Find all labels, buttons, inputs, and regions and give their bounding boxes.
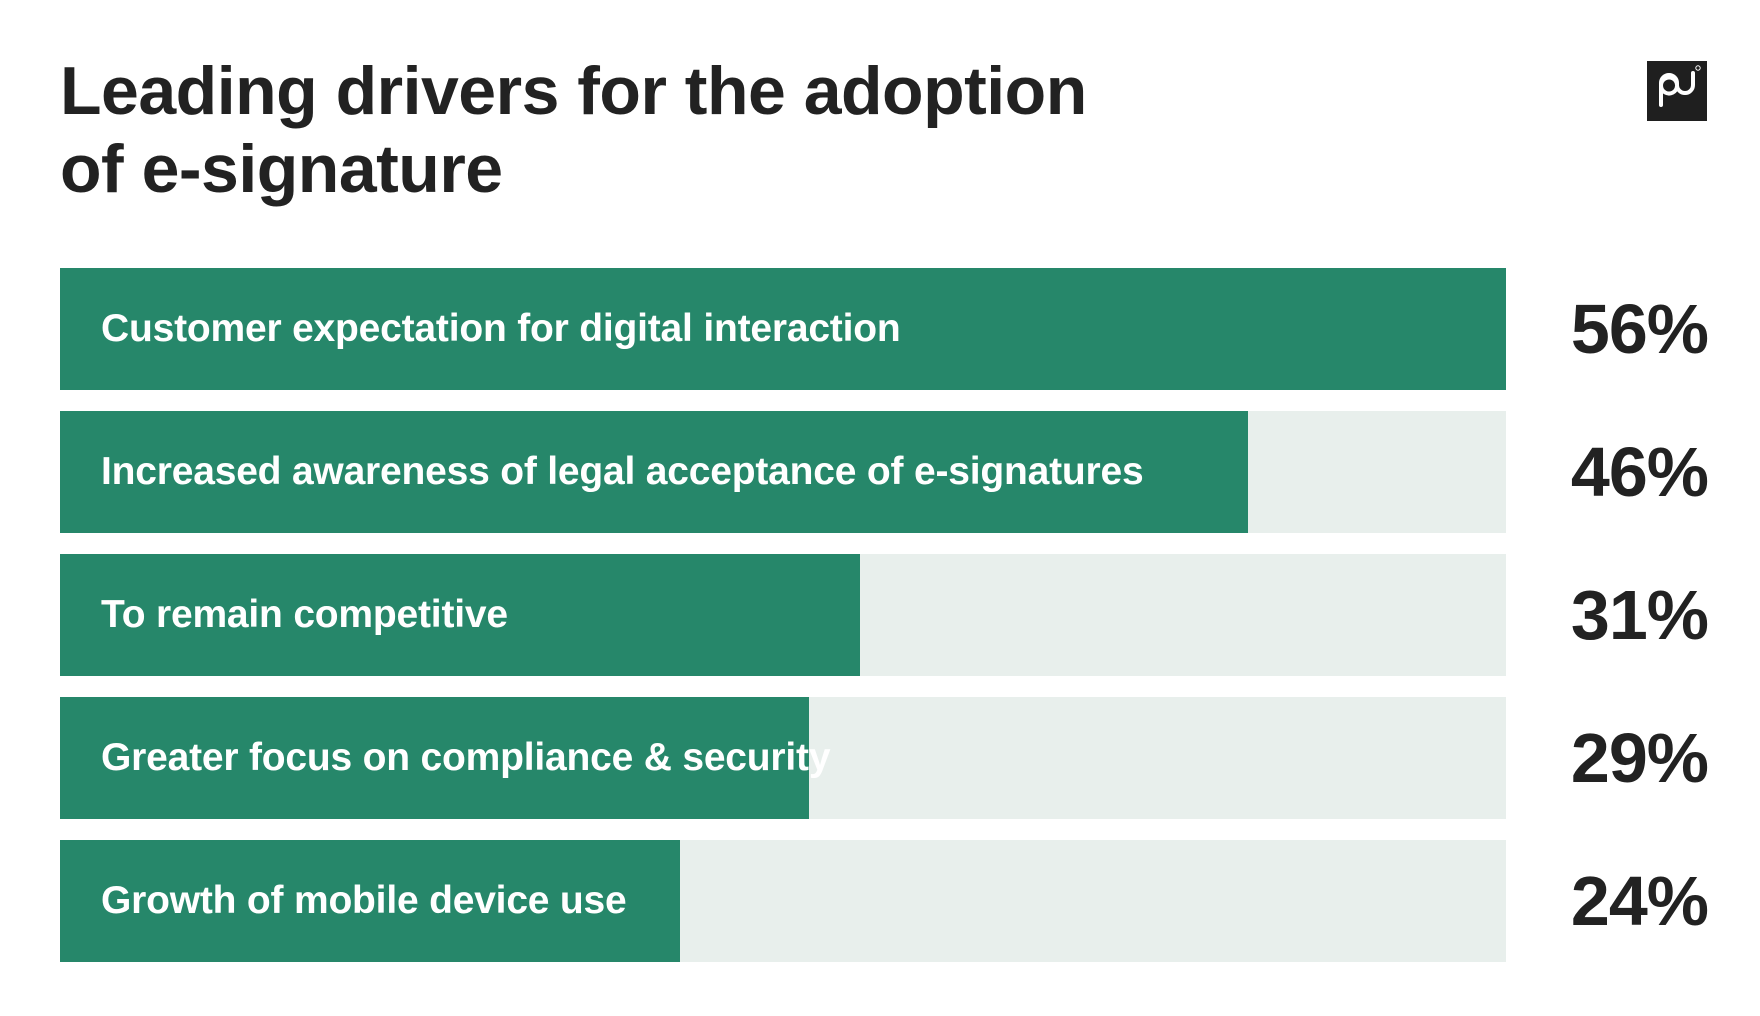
bar-value-label: 29% — [1570, 719, 1709, 797]
bar-row: Growth of mobile device use — [60, 840, 1506, 962]
bar-category-label: Increased awareness of legal acceptance … — [101, 450, 1144, 493]
bar — [60, 554, 860, 676]
bar-row: To remain competitive — [60, 554, 1506, 676]
bar-category-label: Growth of mobile device use — [101, 879, 627, 922]
bar — [60, 697, 809, 819]
bar-row: Increased awareness of legal acceptance … — [60, 411, 1506, 533]
bar-category-label: To remain competitive — [101, 593, 508, 636]
bar-value-label: 31% — [1570, 576, 1709, 654]
bar-category-label: Greater focus on compliance & security — [101, 736, 831, 779]
bar-row: Greater focus on compliance & security — [60, 697, 1506, 819]
bar — [60, 268, 1506, 390]
chart-title-line-1: Leading drivers for the adoption — [60, 53, 1087, 129]
chart-title-line-2: of e-signature — [60, 131, 503, 207]
bar-row: Customer expectation for digital interac… — [60, 268, 1506, 390]
bar-category-label: Customer expectation for digital interac… — [101, 307, 901, 350]
bar — [60, 411, 1248, 533]
bar-value-label: 46% — [1570, 433, 1709, 511]
pd-logo-mark — [1659, 65, 1701, 107]
chart-title: Leading drivers for the adoption of e-si… — [60, 52, 1360, 208]
pd-logo-icon — [1647, 61, 1707, 121]
bar-value-label: 56% — [1570, 290, 1709, 368]
bar-value-label: 24% — [1570, 862, 1709, 940]
bar — [60, 840, 680, 962]
